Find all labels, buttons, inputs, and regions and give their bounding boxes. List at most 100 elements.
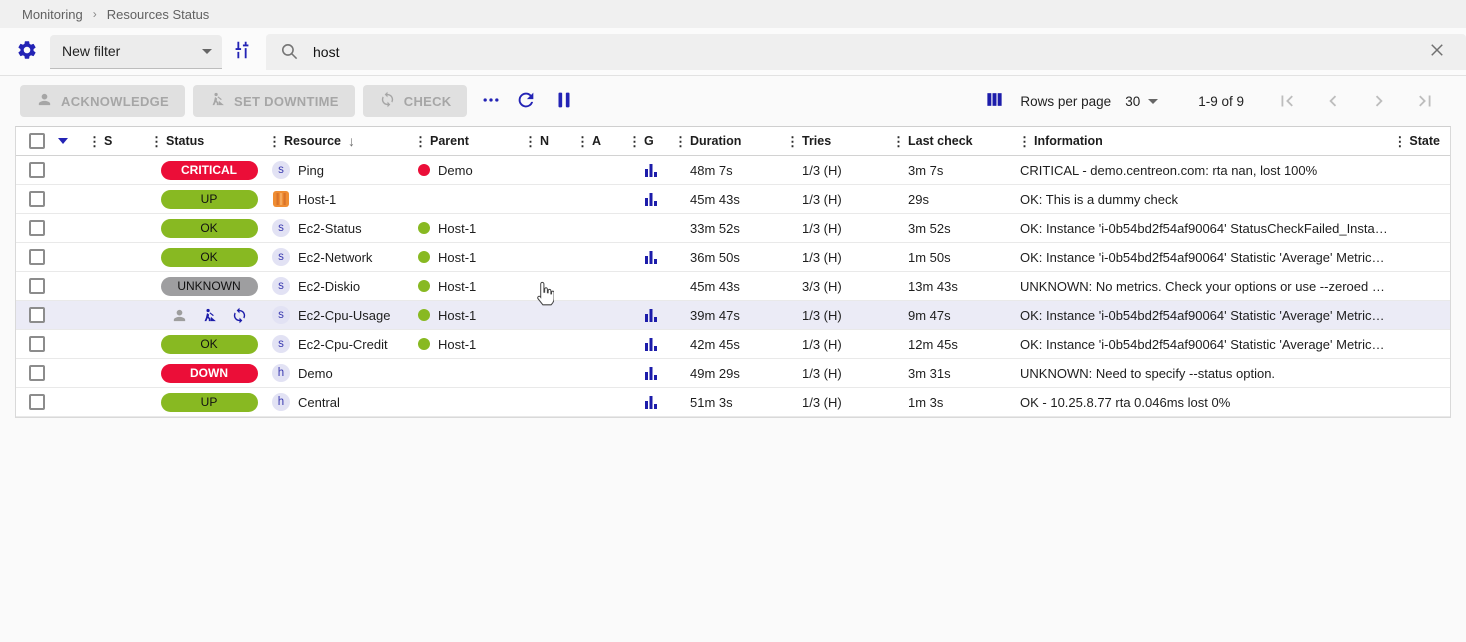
drag-handle-icon[interactable]: ⋮: [524, 133, 537, 149]
check-button[interactable]: CHECK: [362, 85, 468, 117]
header-information[interactable]: ⋮ Information: [1018, 133, 1103, 149]
check-now-icon[interactable]: [231, 307, 248, 324]
graph-icon[interactable]: [644, 366, 658, 380]
table-row[interactable]: OK s Ec2-Cpu-Credit Host-1 42m 45s 1/3 (…: [16, 330, 1450, 359]
resource-name[interactable]: Ec2-Diskio: [298, 278, 361, 294]
parent-cell[interactable]: Demo: [414, 163, 524, 178]
edit-columns-button[interactable]: [985, 90, 1004, 112]
table-row[interactable]: UP h Central 51m 3s 1/3 (H) 1m 3s OK - 1…: [16, 388, 1450, 417]
parent-name[interactable]: Demo: [438, 162, 473, 178]
set-downtime-button[interactable]: SET DOWNTIME: [193, 85, 355, 117]
resource-name[interactable]: Central: [298, 394, 340, 410]
search-box[interactable]: [266, 33, 1466, 70]
resource-name[interactable]: Ping: [298, 162, 325, 178]
filter-settings-button[interactable]: [10, 35, 44, 69]
row-checkbox[interactable]: [29, 365, 45, 381]
parent-name[interactable]: Host-1: [438, 220, 477, 236]
parent-cell[interactable]: Host-1: [414, 308, 524, 323]
more-actions-button[interactable]: [481, 90, 501, 113]
resource-cell[interactable]: h Demo: [268, 364, 414, 382]
graph-icon[interactable]: [644, 192, 658, 206]
resource-cell[interactable]: Host-1: [268, 190, 414, 208]
table-row[interactable]: CRITICAL s Ping Demo 48m 7s 1/3 (H) 3m 7…: [16, 156, 1450, 185]
row-checkbox[interactable]: [29, 191, 45, 207]
resource-cell[interactable]: h Central: [268, 393, 414, 411]
row-checkbox[interactable]: [29, 249, 45, 265]
drag-handle-icon[interactable]: ⋮: [1018, 133, 1031, 149]
table-row[interactable]: DOWN h Demo 49m 29s 1/3 (H) 3m 31s UNKNO…: [16, 359, 1450, 388]
resource-name[interactable]: Host-1: [298, 191, 337, 207]
parent-cell[interactable]: Host-1: [414, 337, 524, 352]
row-checkbox[interactable]: [29, 162, 45, 178]
drag-handle-icon[interactable]: ⋮: [150, 133, 163, 149]
resource-name[interactable]: Demo: [298, 365, 333, 381]
drag-handle-icon[interactable]: ⋮: [674, 133, 687, 149]
parent-name[interactable]: Host-1: [438, 278, 477, 294]
drag-handle-icon[interactable]: ⋮: [268, 133, 281, 149]
acknowledge-icon[interactable]: [171, 307, 188, 324]
table-row[interactable]: OK s Ec2-Status Host-1 33m 52s 1/3 (H) 3…: [16, 214, 1450, 243]
parent-cell[interactable]: Host-1: [414, 221, 524, 236]
advanced-filter-button[interactable]: [222, 35, 262, 69]
drag-handle-icon[interactable]: ⋮: [892, 133, 905, 149]
graph-icon[interactable]: [644, 337, 658, 351]
header-last-check[interactable]: ⋮ Last check: [892, 133, 973, 149]
table-row[interactable]: UP Host-1 45m 43s 1/3 (H) 29s OK: This i…: [16, 185, 1450, 214]
drag-handle-icon[interactable]: ⋮: [1393, 133, 1407, 149]
graph-icon[interactable]: [644, 250, 658, 264]
resource-name[interactable]: Ec2-Status: [298, 220, 362, 236]
resource-name[interactable]: Ec2-Network: [298, 249, 373, 265]
first-page-button[interactable]: [1264, 86, 1310, 116]
graph-icon[interactable]: [644, 163, 658, 177]
header-parent[interactable]: ⋮ Parent: [414, 133, 469, 149]
parent-name[interactable]: Host-1: [438, 249, 477, 265]
breadcrumb-page[interactable]: Resources Status: [106, 6, 210, 22]
selection-menu-caret-icon[interactable]: [58, 138, 68, 144]
header-duration[interactable]: ⋮ Duration: [674, 133, 742, 149]
select-all-checkbox[interactable]: [29, 133, 45, 149]
row-checkbox[interactable]: [29, 220, 45, 236]
clear-search-button[interactable]: [1422, 37, 1452, 67]
acknowledge-button[interactable]: ACKNOWLEDGE: [20, 85, 186, 117]
resource-name[interactable]: Ec2-Cpu-Usage: [298, 307, 391, 323]
resource-name[interactable]: Ec2-Cpu-Credit: [298, 336, 388, 352]
table-row[interactable]: UNKNOWN s Ec2-Diskio Host-1 45m 43s 3/3 …: [16, 272, 1450, 301]
graph-icon[interactable]: [644, 308, 658, 322]
next-page-button[interactable]: [1356, 86, 1402, 116]
last-page-button[interactable]: [1402, 86, 1448, 116]
breadcrumb-section[interactable]: Monitoring: [22, 6, 83, 22]
header-state[interactable]: ⋮ State: [1393, 133, 1440, 149]
previous-page-button[interactable]: [1310, 86, 1356, 116]
resource-cell[interactable]: s Ec2-Cpu-Usage: [268, 306, 414, 324]
header-action[interactable]: ⋮ A: [576, 133, 602, 149]
table-row[interactable]: OK s Ec2-Network Host-1 36m 50s 1/3 (H) …: [16, 243, 1450, 272]
resource-cell[interactable]: s Ec2-Network: [268, 248, 414, 266]
parent-name[interactable]: Host-1: [438, 336, 477, 352]
header-resource[interactable]: ⋮ Resource ↓: [268, 133, 355, 149]
pause-button[interactable]: [553, 89, 575, 114]
parent-name[interactable]: Host-1: [438, 307, 477, 323]
parent-cell[interactable]: Host-1: [414, 250, 524, 265]
row-checkbox[interactable]: [29, 394, 45, 410]
drag-handle-icon[interactable]: ⋮: [414, 133, 427, 149]
header-status[interactable]: ⋮ Status: [150, 133, 205, 149]
drag-handle-icon[interactable]: ⋮: [786, 133, 799, 149]
row-checkbox[interactable]: [29, 278, 45, 294]
resource-cell[interactable]: s Ec2-Cpu-Credit: [268, 335, 414, 353]
resource-cell[interactable]: s Ping: [268, 161, 414, 179]
resource-cell[interactable]: s Ec2-Diskio: [268, 277, 414, 295]
row-checkbox[interactable]: [29, 336, 45, 352]
sort-descending-icon[interactable]: ↓: [347, 133, 355, 149]
header-severity[interactable]: ⋮ S: [88, 133, 113, 149]
drag-handle-icon[interactable]: ⋮: [576, 133, 589, 149]
filter-preset-select[interactable]: New filter: [50, 34, 222, 69]
graph-icon[interactable]: [644, 395, 658, 409]
drag-handle-icon[interactable]: ⋮: [88, 133, 101, 149]
search-input[interactable]: [313, 43, 1408, 60]
header-graph[interactable]: ⋮ G: [628, 133, 654, 149]
refresh-button[interactable]: [515, 89, 537, 114]
row-checkbox[interactable]: [29, 307, 45, 323]
drag-handle-icon[interactable]: ⋮: [628, 133, 641, 149]
table-row[interactable]: OK s Ec2-Cpu-Usage Host-1 39m 47s 1/3 (H…: [16, 301, 1450, 330]
header-tries[interactable]: ⋮ Tries: [786, 133, 832, 149]
